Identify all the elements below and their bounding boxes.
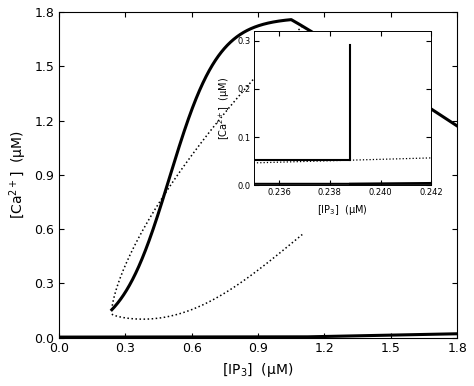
Y-axis label: [Ca$^{2+}$]  (μM): [Ca$^{2+}$] (μM) (7, 130, 28, 219)
X-axis label: [IP$_3$]  (μM): [IP$_3$] (μM) (317, 203, 368, 217)
Y-axis label: [Ca$^{2+}$]  (μM): [Ca$^{2+}$] (μM) (216, 76, 232, 140)
X-axis label: [IP$_3$]  (μM): [IP$_3$] (μM) (222, 361, 294, 379)
